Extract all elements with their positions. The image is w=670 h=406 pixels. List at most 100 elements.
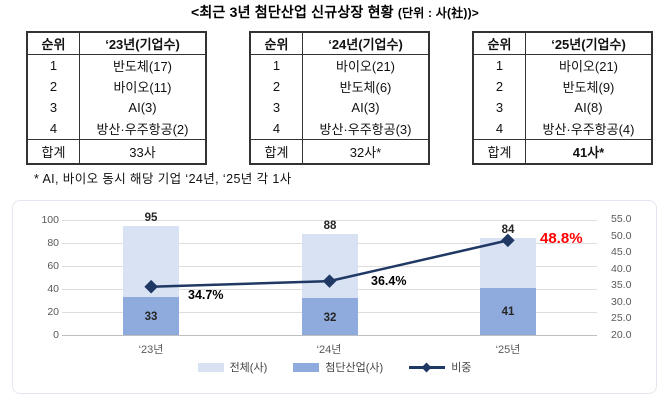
title-unit: (단위 : 사(社))> [397, 6, 480, 20]
industry-cell: AI(3) [128, 100, 157, 115]
table-header-row: 순위 ‘23년(기업수) [28, 33, 205, 55]
industry-cell: 바이오(21) [559, 59, 618, 74]
diamond-marker-icon [421, 362, 432, 372]
table-total-row: 합계 41사* [474, 139, 651, 163]
title-main: <최근 3년 첨단산업 신규상장 현황 [190, 4, 398, 20]
table-total-row: 합계 33사 [28, 139, 205, 163]
bar-total-label: 84 [501, 224, 515, 237]
legend-line-marker-icon [409, 362, 446, 372]
bar-total-label: 88 [323, 219, 337, 232]
industry-cell: 바이오(21) [336, 59, 395, 74]
chart-legend: 전체(사) 첨단산업(사) 비중 [13, 359, 656, 375]
right-axis-tick: 55.0 [611, 213, 632, 225]
legend-item-ratio: 비중 [409, 359, 471, 375]
rank-cell: 4 [28, 118, 80, 139]
legend-label-ratio: 비중 [451, 362, 472, 374]
bar-hightech-label: 32 [323, 311, 337, 324]
bar-hightech [123, 297, 179, 335]
left-axis-tick: 80 [47, 237, 59, 249]
table-total-row: 합계 32사* [251, 139, 428, 163]
industry-cell: 방산·우주항공(2) [96, 122, 189, 137]
table-row: 2 바이오(11) [28, 76, 205, 97]
right-axis-tick: 35.0 [611, 279, 632, 291]
total-value: 33사 [129, 145, 156, 160]
rank-header: 순위 [251, 33, 303, 54]
rank-cell: 4 [251, 118, 303, 139]
industry-cell: 바이오(11) [113, 80, 172, 95]
left-axis-tick: 40 [47, 283, 59, 295]
table-row: 4 방산·우주항공(2) [28, 118, 205, 139]
left-axis-tick: 100 [41, 214, 59, 226]
bar-hightech-label: 33 [144, 311, 158, 324]
chart-panel: 100 80 60 40 20 0 55.0 50.0 45.0 40.0 35… [12, 200, 657, 394]
gridline [62, 220, 597, 221]
rank-cell: 1 [28, 55, 80, 76]
legend-swatch-total [197, 362, 224, 372]
page-title: <최근 3년 첨단산업 신규상장 현황 (단위 : 사(社))> [0, 2, 670, 22]
right-axis-tick: 20.0 [611, 329, 632, 341]
industry-cell: 방산·우주항공(4) [542, 122, 635, 137]
legend-item-hightech: 첨단산업(사) [293, 359, 383, 375]
table-header-row: 순위 ‘24년(기업수) [251, 33, 428, 55]
total-label: 합계 [474, 140, 526, 163]
industry-cell: 반도체(9) [562, 80, 615, 95]
bar-hightech [302, 298, 358, 335]
footnote: * AI, 바이오 동시 해당 기업 ‘24년, ‘25년 각 1사 [34, 172, 292, 186]
left-axis-tick: 20 [47, 306, 59, 318]
table-row: 2 반도체(6) [251, 76, 428, 97]
year-header: ‘23년(기업수) [105, 37, 180, 52]
industry-cell: 반도체(17) [113, 59, 172, 74]
right-axis-tick: 45.0 [611, 246, 632, 258]
table-row: 4 방산·우주항공(3) [251, 118, 428, 139]
rank-cell: 2 [251, 76, 303, 97]
trend-line [144, 233, 515, 294]
total-label: 합계 [251, 140, 303, 163]
rank-cell: 1 [251, 55, 303, 76]
table-row: 4 방산·우주항공(4) [474, 118, 651, 139]
rank-cell: 1 [474, 55, 526, 76]
industry-cell: AI(3) [351, 100, 380, 115]
ratio-label-2023: 34.7% [188, 288, 224, 302]
rank-cell: 3 [251, 97, 303, 118]
x-axis-label-2025: ‘25년 [495, 344, 521, 356]
x-axis-line [62, 335, 597, 336]
table-row: 3 AI(3) [28, 97, 205, 118]
rank-cell: 2 [28, 76, 80, 97]
legend-label-hightech: 첨단산업(사) [325, 362, 384, 374]
ratio-label-2024: 36.4% [371, 274, 407, 288]
total-value: 32사* [349, 145, 382, 160]
right-axis-tick: 30.0 [611, 296, 632, 308]
legend-item-total: 전체(사) [197, 359, 268, 375]
rank-cell: 3 [28, 97, 80, 118]
year-tables: 순위 ‘23년(기업수) 1 반도체(17) 2 바이오(11) 3 AI(3)… [26, 31, 653, 165]
total-value: 41사* [572, 145, 605, 160]
table-row: 3 AI(3) [251, 97, 428, 118]
legend-label-total: 전체(사) [229, 362, 268, 374]
industry-cell: 방산·우주항공(3) [319, 122, 412, 137]
table-row: 2 반도체(9) [474, 76, 651, 97]
rank-header: 순위 [474, 33, 526, 54]
table-2023: 순위 ‘23년(기업수) 1 반도체(17) 2 바이오(11) 3 AI(3)… [26, 31, 207, 165]
bar-hightech [480, 287, 536, 335]
bar-group-2025: 84 41 [480, 220, 536, 335]
bar-hightech-label: 41 [501, 306, 515, 319]
table-row: 3 AI(8) [474, 97, 651, 118]
table-header-row: 순위 ‘25년(기업수) [474, 33, 651, 55]
left-axis-tick: 0 [53, 329, 59, 341]
table-2025: 순위 ‘25년(기업수) 1 바이오(21) 2 반도체(9) 3 AI(8) … [472, 31, 653, 165]
rank-cell: 3 [474, 97, 526, 118]
rank-header: 순위 [28, 33, 80, 54]
bar-total-label: 95 [144, 211, 158, 224]
table-row: 1 바이오(21) [251, 55, 428, 76]
right-axis-tick: 50.0 [611, 230, 632, 242]
right-axis-tick: 25.0 [611, 312, 632, 324]
industry-cell: AI(8) [574, 100, 603, 115]
table-2024: 순위 ‘24년(기업수) 1 바이오(21) 2 반도체(6) 3 AI(3) … [249, 31, 430, 165]
year-header: ‘24년(기업수) [328, 37, 403, 52]
total-label: 합계 [28, 140, 80, 163]
left-axis-tick: 60 [47, 260, 59, 272]
table-row: 1 바이오(21) [474, 55, 651, 76]
ratio-label-2025: 48.8% [540, 230, 583, 247]
legend-swatch-hightech [293, 362, 320, 372]
industry-cell: 반도체(6) [339, 80, 392, 95]
